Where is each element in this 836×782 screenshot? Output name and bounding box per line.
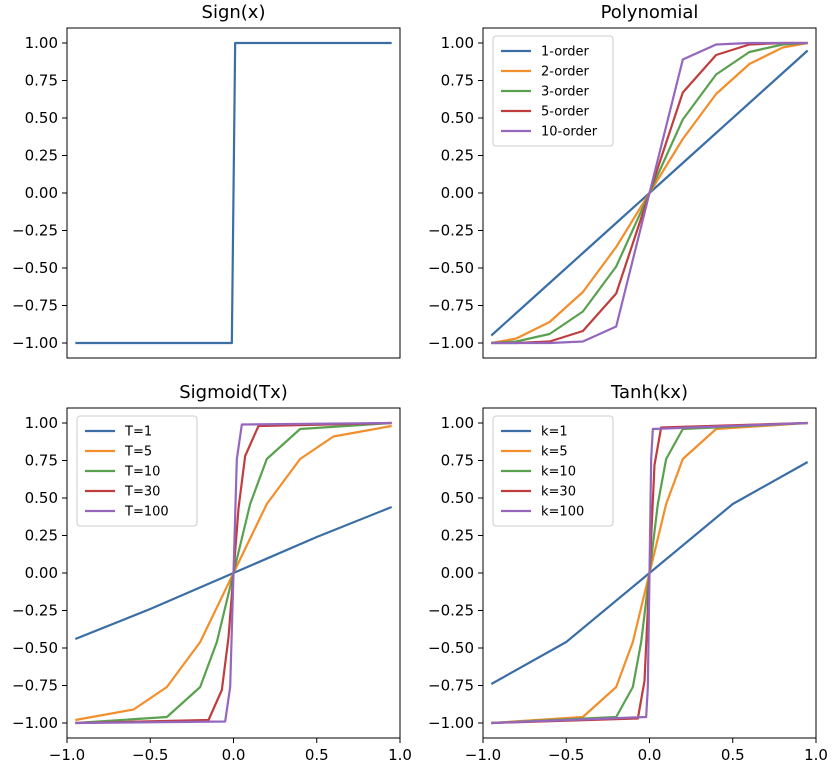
panel-2: Polynomial 1.00 0.75 0.50 0.25 0.00 −0.25 −0.50… <box>428 2 817 359</box>
y-tick-label: 1.00 <box>25 414 58 432</box>
legend-label: T=1 <box>124 425 152 440</box>
y-tick-label: −0.50 <box>428 259 474 277</box>
legend-label: T=10 <box>124 465 160 480</box>
y-tick-label: −0.75 <box>12 677 58 695</box>
y-tick-label: 0.00 <box>25 184 58 202</box>
y-tick-label: −0.75 <box>428 297 474 315</box>
legend-label: k=100 <box>541 505 584 520</box>
y-tick-label: 0.75 <box>441 452 474 470</box>
x-tick-label: −0.5 <box>132 746 168 764</box>
y-tick-label: 0.75 <box>25 452 58 470</box>
chart-title: Sign(x) <box>202 2 266 23</box>
y-tick-label: 0.50 <box>441 489 474 507</box>
legend-label: k=1 <box>541 425 568 440</box>
x-tick-label: 0.0 <box>638 746 662 764</box>
y-tick-label: −0.25 <box>428 222 474 240</box>
x-tick-label: −1.0 <box>465 746 501 764</box>
chart-title: Sigmoid(Tx) <box>179 382 288 403</box>
y-tick-label: 0.50 <box>25 109 58 127</box>
panel-4: Tanh(kx) 1.00 0.75 0.50 0.25 0.00 −0.25 −0.50 −0… <box>428 382 828 764</box>
y-tick-label: −1.00 <box>428 714 474 732</box>
y-tick-label: 1.00 <box>441 34 474 52</box>
legend-label: k=5 <box>541 445 568 460</box>
y-tick-label: −0.25 <box>12 222 58 240</box>
y-tick-label: 1.00 <box>25 34 58 52</box>
y-tick-label: −0.50 <box>12 259 58 277</box>
x-tick-label: −1.0 <box>49 746 85 764</box>
y-tick-label: 0.00 <box>441 184 474 202</box>
legend-label: 5-order <box>541 105 590 120</box>
y-tick-label: −0.25 <box>428 602 474 620</box>
x-tick-label: 0.5 <box>721 746 745 764</box>
legend-label: 2-order <box>541 65 590 80</box>
legend-box <box>492 415 614 527</box>
y-tick-label: −1.00 <box>428 334 474 352</box>
y-tick-label: −1.00 <box>12 714 58 732</box>
y-tick-label: 0.25 <box>441 147 474 165</box>
x-tick-label: 0.5 <box>305 746 329 764</box>
chart-title: Polynomial <box>601 2 699 23</box>
y-tick-label: 0.00 <box>441 564 474 582</box>
legend-label: T=30 <box>124 485 160 500</box>
panel-3: Sigmoid(Tx) 1.00 0.75 0.50 0.25 0.00 −0.25 −0.5… <box>12 382 412 764</box>
legend-label: 10-order <box>541 125 598 140</box>
chart-title: Tanh(kx) <box>610 382 688 403</box>
series-line-T=100 <box>75 421 392 725</box>
y-tick-label: −0.50 <box>428 639 474 657</box>
legend: T=1 T=5 T=10 T=30 T=100 <box>76 415 198 527</box>
y-tick-label: −0.25 <box>12 602 58 620</box>
y-tick-label: 0.25 <box>25 527 58 545</box>
y-tick-label: 0.25 <box>25 147 58 165</box>
y-tick-label: −0.75 <box>428 677 474 695</box>
series-line-s0 <box>75 41 392 345</box>
legend-label: T=5 <box>124 445 152 460</box>
y-tick-label: 0.75 <box>441 72 474 90</box>
y-tick-label: −0.50 <box>12 639 58 657</box>
panel-1: Sign(x) 1.00 0.75 0.50 0.25 0.00 −0.25 −0.50 −0.… <box>12 2 401 359</box>
legend: k=1 k=5 k=10 k=30 k=100 <box>492 415 614 527</box>
y-tick-label: 0.50 <box>441 109 474 127</box>
legend-box <box>492 35 614 147</box>
y-tick-label: −1.00 <box>12 334 58 352</box>
legend-label: T=100 <box>124 505 169 520</box>
legend-label: k=30 <box>541 485 576 500</box>
y-tick-label: 0.00 <box>25 564 58 582</box>
y-tick-label: −0.75 <box>12 297 58 315</box>
y-tick-label: 1.00 <box>441 414 474 432</box>
series-line-10-order <box>491 41 808 345</box>
x-tick-label: −0.5 <box>548 746 584 764</box>
series-line-k=100 <box>491 421 808 725</box>
legend-label: k=10 <box>541 465 576 480</box>
y-tick-label: 0.50 <box>25 489 58 507</box>
legend-box <box>76 415 198 527</box>
y-tick-label: 0.75 <box>25 72 58 90</box>
y-tick-label: 0.25 <box>441 527 474 545</box>
legend-label: 3-order <box>541 85 590 100</box>
x-tick-label: 1.0 <box>804 746 828 764</box>
legend-label: 1-order <box>541 45 590 60</box>
legend: 1-order 2-order 3-order 5-order 10-order <box>492 35 614 147</box>
x-tick-label: 1.0 <box>388 746 412 764</box>
x-tick-label: 0.0 <box>222 746 246 764</box>
